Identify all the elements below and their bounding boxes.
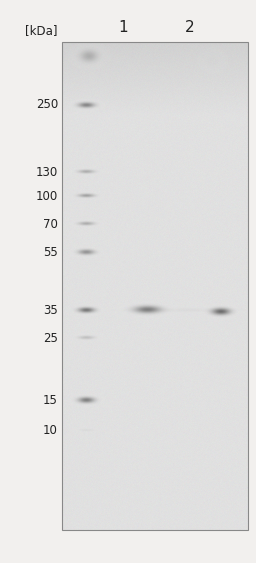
Text: 10: 10	[43, 423, 58, 436]
Text: 15: 15	[43, 394, 58, 406]
Text: 1: 1	[118, 20, 128, 35]
Text: 130: 130	[36, 166, 58, 178]
Text: 2: 2	[185, 20, 194, 35]
Text: 25: 25	[43, 332, 58, 345]
Text: 100: 100	[36, 190, 58, 203]
Text: 35: 35	[43, 303, 58, 316]
Bar	[62, 42, 248, 530]
Text: 250: 250	[36, 99, 58, 111]
Text: [kDa]: [kDa]	[25, 24, 57, 37]
Text: 55: 55	[43, 245, 58, 258]
Text: 70: 70	[43, 217, 58, 230]
